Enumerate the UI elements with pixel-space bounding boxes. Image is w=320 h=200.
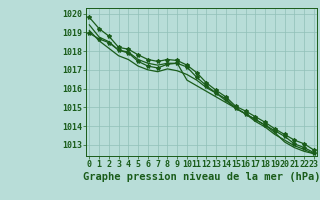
- X-axis label: Graphe pression niveau de la mer (hPa): Graphe pression niveau de la mer (hPa): [83, 172, 320, 182]
